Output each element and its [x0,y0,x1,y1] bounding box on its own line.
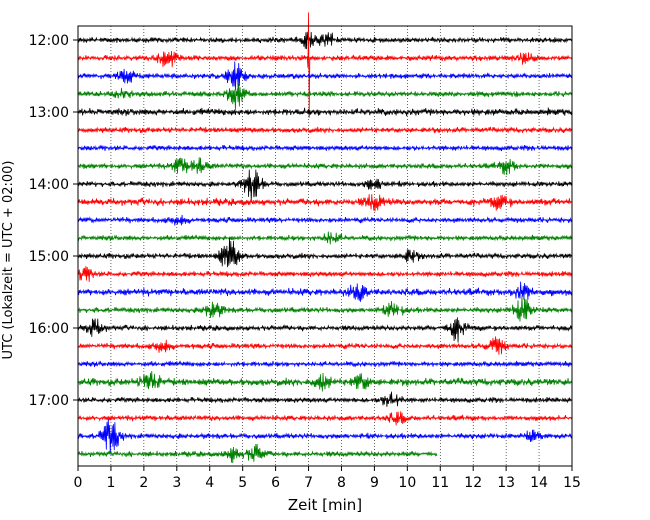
x-tick-label: 15 [563,475,581,491]
trace-18 [77,360,573,368]
x-tick-label: 7 [304,475,313,491]
trace-series [77,12,573,464]
trace-14 [77,281,573,302]
trace-19 [77,370,573,392]
plot-frame [77,25,573,467]
trace-3 [77,83,573,110]
trace-4 [77,107,573,117]
trace-11 [77,231,573,245]
trace-12 [77,238,573,268]
x-tick-label: 0 [74,475,83,491]
y-tick-label: 12:00 [29,33,69,49]
trace-22 [77,419,573,455]
trace-10 [77,214,573,226]
y-tick-label: 17:00 [29,393,69,409]
trace-9 [77,194,573,212]
x-tick-label: 2 [139,475,148,491]
x-tick-label: 4 [205,475,214,491]
trace-2 [77,61,573,91]
x-tick-label: 11 [431,475,449,491]
trace-1 [77,12,573,118]
x-tick-label: 12 [464,475,482,491]
trace-21 [77,411,573,426]
trace-7 [77,157,573,176]
trace-5 [77,126,573,134]
trace-15 [77,295,573,322]
x-axis-ticks: 0 1 2 3 4 5 6 7 8 9 10 11 12 13 14 15 [74,466,581,491]
x-tick-label: 9 [370,475,379,491]
y-tick-label: 15:00 [29,249,69,265]
grid-lines [110,26,540,466]
x-tick-label: 5 [238,475,247,491]
x-tick-label: 3 [172,475,181,491]
x-tick-label: 13 [497,475,515,491]
y-axis-label: UTC (Lokalzeit = UTC + 02:00) [1,161,16,360]
x-tick-label: 8 [337,475,346,491]
x-tick-label: 6 [271,475,280,491]
trace-8 [77,169,573,202]
trace-16 [77,317,573,343]
x-tick-label: 1 [106,475,115,491]
x-tick-label: 10 [398,475,416,491]
trace-23 [77,443,438,464]
trace-0 [77,31,573,50]
y-tick-label: 16:00 [29,321,69,337]
trace-17 [77,336,573,355]
x-tick-label: 14 [530,475,548,491]
y-tick-label: 14:00 [29,177,69,193]
trace-13 [77,266,573,282]
x-axis-label: Zeit [min] [288,496,362,514]
trace-20 [77,391,573,407]
y-tick-label: 13:00 [29,105,69,121]
y-axis-ticks: 12:00 13:00 14:00 15:00 16:00 17:00 [29,33,78,409]
trace-6 [77,144,573,152]
